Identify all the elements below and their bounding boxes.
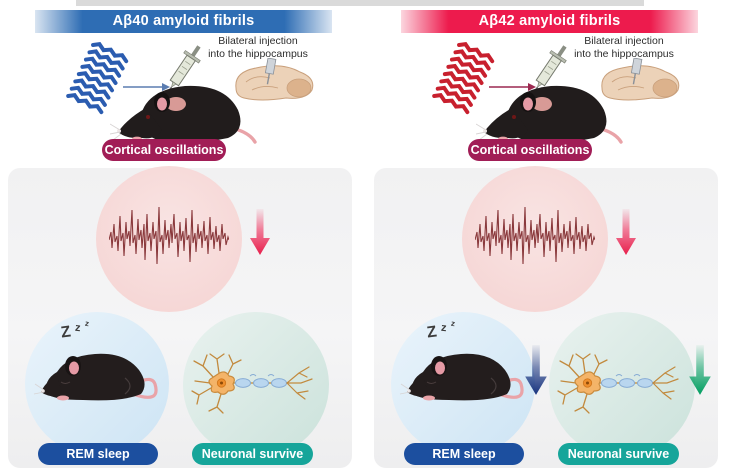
injection-note: Bilateral injection into the hippocampus (188, 35, 328, 60)
amyloid-fibril-icon (59, 37, 136, 124)
panel-ab40: Aβ40 amyloid fibrils Bilateral injection… (8, 10, 352, 468)
neuron-icon (557, 353, 679, 414)
fibril-to-mouse-arrow-icon (489, 83, 536, 91)
sleeping-mouse-icon (399, 353, 524, 401)
cortical-oscillations-label: Cortical oscillations (102, 139, 226, 161)
rem-sleep-circle: Z z z (25, 312, 169, 456)
injection-note-line1: Bilateral injection (218, 35, 298, 47)
rem-decrease-arrow-icon (525, 345, 547, 395)
neuronal-survive-label: Neuronal survive (192, 443, 313, 465)
amyloid-fibril-icon (425, 37, 502, 124)
syringe-icon (518, 39, 575, 107)
brain-icon (596, 57, 684, 106)
injection-note: Bilateral injection into the hippocampus (554, 35, 694, 60)
fibril-to-mouse-arrow-icon (123, 83, 170, 91)
rem-sleep-circle: Z z z (391, 312, 535, 456)
eeg-trace-icon (109, 206, 229, 265)
eeg-trace-icon (475, 206, 595, 265)
cortical-decrease-arrow-icon (250, 209, 270, 255)
brain-icon (230, 57, 318, 106)
eeg-circle (96, 166, 242, 312)
injection-note-line2: into the hippocampus (208, 47, 308, 60)
neuron-circle (183, 312, 329, 458)
mouse-icon (109, 72, 266, 148)
rem-sleep-label: REM sleep (404, 443, 524, 465)
sleeping-mouse-icon (33, 353, 158, 401)
injection-note-line1: Bilateral injection (584, 35, 664, 47)
injection-note-line2: into the hippocampus (574, 47, 674, 60)
neuron-icon (191, 353, 313, 414)
panel-title-banner: Aβ42 amyloid fibrils (401, 10, 698, 33)
top-edge-strip (76, 0, 644, 6)
panel-title-banner: Aβ40 amyloid fibrils (35, 10, 332, 33)
rem-sleep-label: REM sleep (38, 443, 158, 465)
cortical-decrease-arrow-icon (616, 209, 636, 255)
panel-ab42: Aβ42 amyloid fibrils Bilateral injection… (366, 0, 732, 476)
mouse-icon (475, 72, 632, 148)
cortical-oscillations-label: Cortical oscillations (468, 139, 592, 161)
neuronal-decrease-arrow-icon (689, 345, 711, 395)
eeg-circle (462, 166, 608, 312)
neuronal-survive-label: Neuronal survive (558, 443, 679, 465)
neuron-circle (549, 312, 695, 458)
